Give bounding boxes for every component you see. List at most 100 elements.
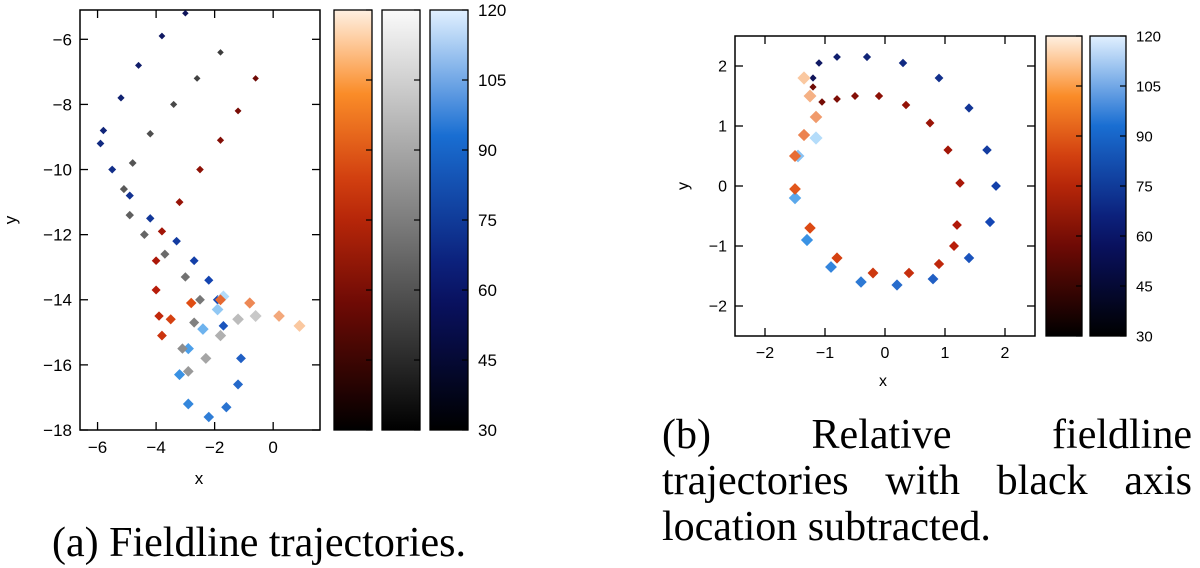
y-tick-label: 2 xyxy=(718,59,727,76)
x-axis-label-a: x xyxy=(195,469,204,488)
colorbar-tick-label: 120 xyxy=(1136,28,1161,45)
x-tick-label: 0 xyxy=(881,345,890,362)
trajectory-point xyxy=(991,181,1001,191)
plot-frame-a xyxy=(79,9,321,431)
trajectory-point xyxy=(898,58,908,68)
trajectory-point xyxy=(862,52,872,62)
x-tick-label: −2 xyxy=(756,345,774,362)
trajectory-point xyxy=(901,100,911,110)
trajectory-point xyxy=(815,59,823,67)
trajectory-point xyxy=(249,310,262,323)
y-tick-label: −14 xyxy=(43,291,72,310)
trajectory-point xyxy=(189,317,200,328)
trajectory-point xyxy=(933,258,945,270)
trajectory-point xyxy=(193,74,201,82)
y-tick-label: −16 xyxy=(43,356,72,375)
trajectory-point xyxy=(221,402,232,413)
x-tick-label: −4 xyxy=(146,438,165,457)
trajectory-point xyxy=(293,319,306,332)
trajectory-point xyxy=(789,183,801,195)
trajectory-point xyxy=(867,267,879,279)
trajectory-point xyxy=(99,126,108,135)
colorbar-tick-label: 120 xyxy=(478,1,506,20)
colorbars-a: 120 105 90 75 60 45 30 xyxy=(333,1,506,440)
trajectory-point xyxy=(182,398,194,410)
colorbars-b: 120 105 90 75 60 45 30 xyxy=(1045,28,1161,345)
trajectory-point xyxy=(185,297,197,309)
colorbar-tick-label: 105 xyxy=(478,71,506,90)
trajectory-point xyxy=(797,71,811,85)
trajectory-point xyxy=(125,210,134,220)
trajectory-point xyxy=(214,329,227,342)
trajectory-point xyxy=(189,256,199,266)
trajectory-point xyxy=(160,249,170,259)
trajectory-point xyxy=(800,233,814,247)
trajectory-point xyxy=(170,100,178,108)
trajectory-point xyxy=(217,49,224,56)
colorbar-tick-label: 30 xyxy=(478,421,497,440)
y-tick-label: −6 xyxy=(53,30,72,49)
colorbar-copper-orange xyxy=(333,9,373,431)
trajectory-point xyxy=(788,191,802,205)
y-tick-label: 1 xyxy=(718,119,727,136)
trajectory-point xyxy=(211,303,224,316)
x-tick-label: −6 xyxy=(88,438,107,457)
trajectory-point xyxy=(108,165,117,174)
trajectory-point xyxy=(943,145,953,155)
trajectory-point xyxy=(233,379,244,390)
trajectory-point xyxy=(182,366,194,377)
trajectory-point xyxy=(180,272,191,282)
axis-ticks-b: −2 −1 0 1 2 2 1 0 −1 −2 xyxy=(709,36,1035,362)
trajectory-point xyxy=(273,310,285,322)
trajectory-point xyxy=(925,118,935,128)
trajectory-point xyxy=(96,139,105,148)
colorbar-blue xyxy=(429,9,469,431)
trajectory-point xyxy=(173,369,186,381)
trajectory-point xyxy=(963,252,975,264)
trajectory-point xyxy=(177,343,188,354)
trajectory-point xyxy=(128,159,137,167)
trajectory-point xyxy=(982,145,992,155)
y-tick-label: −10 xyxy=(43,160,72,179)
y-tick-label: −18 xyxy=(43,421,72,440)
trajectory-point xyxy=(146,129,154,138)
trajectory-point xyxy=(955,178,965,188)
trajectory-point xyxy=(818,98,826,106)
colorbar-gray xyxy=(381,9,421,431)
trajectory-point xyxy=(927,273,939,285)
x-tick-label: 0 xyxy=(268,438,277,457)
trajectory-point xyxy=(117,94,125,102)
trajectory-point xyxy=(182,342,194,355)
trajectory-point xyxy=(157,330,167,341)
trajectory-point xyxy=(831,252,843,264)
trajectory-point xyxy=(165,314,176,325)
trajectory-point xyxy=(195,294,205,305)
data-points-b xyxy=(788,52,1001,291)
panel-b: −2 −1 0 1 2 2 1 0 −1 −2 x y 120 105 90 75 60 45 30 xyxy=(675,28,1161,390)
trajectory-point xyxy=(891,279,903,291)
data-points-a xyxy=(96,10,306,423)
trajectory-point xyxy=(182,10,189,17)
trajectory-point xyxy=(172,236,181,246)
trajectory-point xyxy=(157,227,167,236)
trajectory-point xyxy=(804,222,816,234)
trajectory-point xyxy=(803,89,817,103)
trajectory-point xyxy=(234,107,242,115)
trajectory-point xyxy=(158,32,166,40)
caption-b: (b) Relative fieldline trajectories with… xyxy=(662,412,1192,550)
colorbar-tick-label: 105 xyxy=(1136,78,1161,95)
colorbar-tick-label: 30 xyxy=(1136,328,1153,345)
trajectory-point xyxy=(788,149,802,163)
trajectory-point xyxy=(236,353,246,364)
trajectory-point xyxy=(151,285,161,295)
y-tick-label: −12 xyxy=(43,226,72,245)
trajectory-point xyxy=(154,311,164,321)
trajectory-point xyxy=(984,216,996,228)
trajectory-point xyxy=(146,214,155,223)
trajectory-point xyxy=(200,352,212,364)
caption-a: (a) Fieldline trajectories. xyxy=(52,520,466,566)
trajectory-point xyxy=(151,256,161,266)
trajectory-point xyxy=(203,411,215,423)
trajectory-point xyxy=(252,75,259,82)
x-tick-label: 1 xyxy=(941,345,950,362)
